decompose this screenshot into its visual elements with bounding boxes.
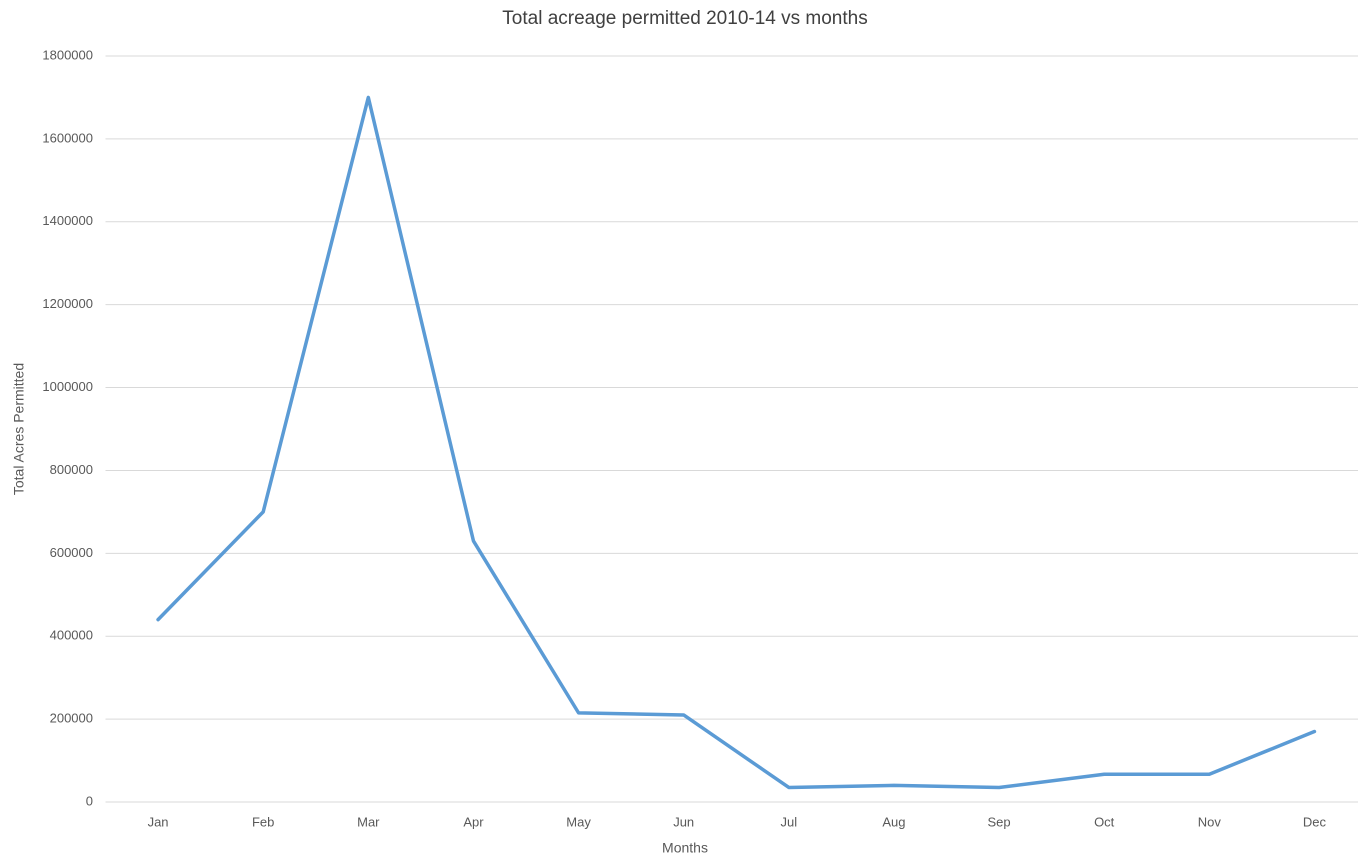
x-tick-label: May (566, 814, 591, 829)
y-tick-label: 200000 (50, 711, 93, 726)
y-tick-label: 600000 (50, 545, 93, 560)
x-tick-label: Jul (781, 814, 798, 829)
y-tick-label: 1000000 (42, 379, 93, 394)
x-tick-label: Jun (673, 814, 694, 829)
data-line (156, 95, 1317, 790)
x-tick-label: Mar (357, 814, 380, 829)
y-tick-label: 0 (86, 793, 93, 808)
chart-title: Total acreage permitted 2010-14 vs month… (502, 8, 867, 29)
x-tick-label: Apr (463, 814, 484, 829)
x-tick-label: Oct (1094, 814, 1115, 829)
x-axis-title: Months (662, 840, 708, 856)
y-tick-label: 400000 (50, 628, 93, 643)
x-tick-label: Feb (252, 814, 274, 829)
y-tick-label: 1400000 (42, 213, 93, 228)
x-tick-label: Aug (882, 814, 905, 829)
y-axis-title: Total Acres Permitted (11, 363, 27, 495)
y-tick-label: 1200000 (42, 296, 93, 311)
x-tick-label: Sep (987, 814, 1010, 829)
x-tick-label: Nov (1198, 814, 1222, 829)
y-tick-label: 800000 (50, 462, 93, 477)
y-tick-label: 1800000 (42, 47, 93, 62)
x-tick-label: Jan (148, 814, 169, 829)
y-tick-label: 1600000 (42, 130, 93, 145)
x-tick-label: Dec (1303, 814, 1327, 829)
